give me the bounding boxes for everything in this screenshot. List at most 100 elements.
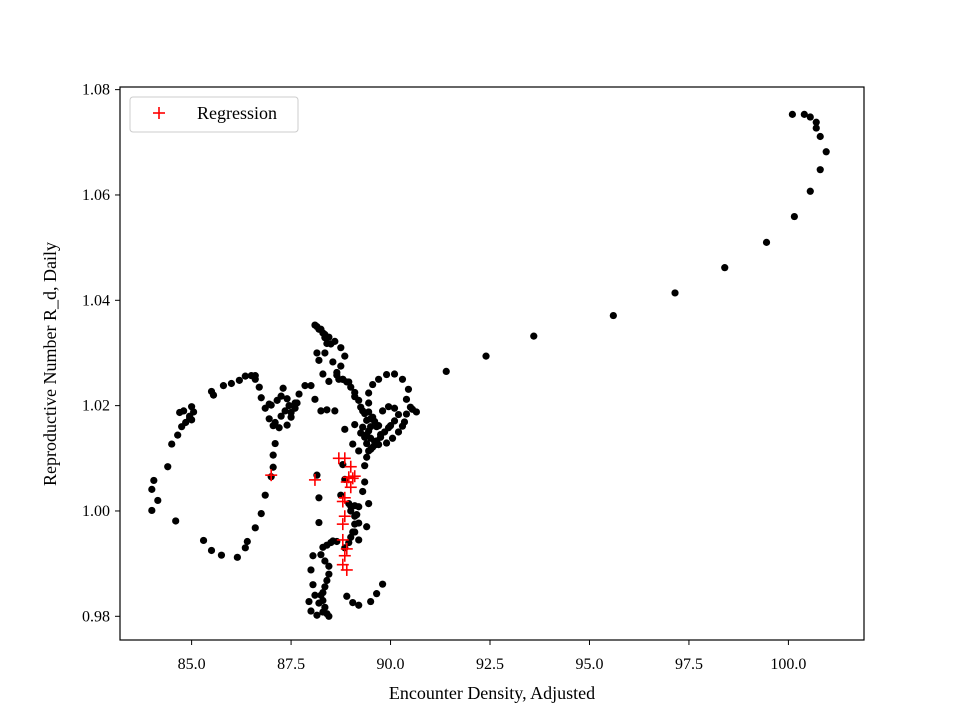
regression-point (340, 542, 353, 555)
data-point (243, 537, 251, 546)
data-point (402, 410, 411, 418)
data-point (331, 407, 339, 415)
data-point (251, 524, 259, 532)
data-point (390, 417, 399, 425)
data-point (275, 424, 283, 432)
data-point (359, 487, 367, 496)
data-point (375, 375, 383, 383)
data-point (255, 383, 263, 391)
data-point (267, 401, 275, 409)
x-axis-label: Encounter Density, Adjusted (389, 683, 595, 703)
data-point (806, 113, 814, 121)
data-point (315, 494, 323, 502)
data-point (363, 523, 371, 531)
data-point (378, 407, 387, 415)
data-point (382, 439, 391, 447)
data-point (337, 344, 345, 352)
regression-point (338, 452, 351, 465)
data-point (355, 503, 363, 511)
data-point (349, 599, 357, 607)
legend: Regression (129, 96, 299, 133)
data-point (311, 591, 319, 599)
data-point (283, 421, 291, 429)
data-point (353, 511, 361, 519)
data-point (241, 372, 249, 380)
data-point (365, 427, 373, 435)
data-point (361, 478, 369, 486)
data-point (363, 453, 371, 461)
data-point (355, 519, 363, 527)
data-point (313, 349, 321, 357)
data-point (207, 546, 216, 555)
data-point (349, 440, 357, 448)
data-point (351, 388, 359, 397)
data-point (261, 491, 269, 499)
data-point (315, 599, 323, 607)
data-point (319, 608, 327, 616)
data-point (365, 389, 373, 397)
y-tick-label: 1.00 (82, 503, 110, 520)
data-point (671, 289, 679, 297)
data-point (355, 536, 363, 544)
data-point (309, 581, 317, 589)
data-point (816, 166, 824, 174)
data-point (394, 428, 403, 436)
data-point (365, 399, 373, 407)
regression-point (338, 549, 351, 562)
data-point (812, 118, 820, 126)
data-point (315, 356, 323, 364)
data-point (307, 382, 315, 390)
data-point (355, 396, 363, 404)
data-point (317, 325, 325, 333)
y-axis-ticks: 0.98 1.00 1.02 1.04 1.06 1.08 (82, 82, 120, 625)
regression-point (344, 460, 357, 473)
data-point (355, 447, 363, 455)
data-point (325, 562, 333, 570)
data-point (233, 553, 241, 561)
data-point (219, 382, 228, 390)
data-point (209, 391, 218, 399)
data-point (816, 132, 824, 141)
y-tick-label: 1.08 (82, 82, 110, 99)
data-point (168, 440, 176, 448)
data-point (277, 392, 285, 400)
data-point (822, 148, 830, 156)
data-point (367, 415, 375, 423)
data-point (164, 463, 172, 471)
x-axis-ticks: 85.0 87.5 90.0 92.5 95.0 97.5 100.0 (178, 640, 806, 673)
data-point (363, 439, 371, 448)
data-point (188, 403, 196, 411)
data-point (402, 395, 411, 403)
data-point (341, 425, 349, 433)
data-point (285, 402, 293, 410)
data-point (390, 404, 399, 412)
y-tick-label: 1.04 (82, 292, 110, 309)
data-point (337, 362, 345, 370)
regression-point (336, 518, 349, 531)
data-point (335, 375, 343, 383)
data-point (301, 382, 309, 390)
x-tick-label: 92.5 (476, 656, 504, 673)
data-point (609, 311, 617, 320)
data-point (390, 370, 399, 378)
data-point (321, 557, 329, 565)
x-tick-label: 100.0 (770, 656, 806, 673)
data-point (317, 551, 325, 559)
regression-point (265, 469, 278, 482)
data-point (373, 423, 381, 431)
data-point (269, 451, 277, 459)
data-point (321, 349, 329, 357)
legend-plus-marker (153, 107, 165, 119)
y-tick-label: 1.02 (82, 398, 110, 415)
data-point (188, 416, 196, 424)
data-point (329, 358, 337, 366)
data-point (325, 570, 333, 578)
data-point (319, 543, 327, 551)
regression-point (308, 473, 321, 486)
data-point (721, 264, 729, 272)
data-point (150, 476, 158, 485)
data-point (384, 403, 393, 411)
y-tick-label: 0.98 (82, 608, 110, 625)
data-point (373, 590, 381, 598)
